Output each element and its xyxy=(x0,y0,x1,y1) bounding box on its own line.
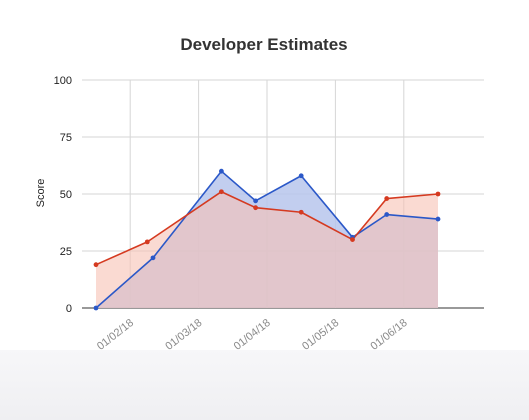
y-axis-label: Score xyxy=(35,179,47,208)
data-point xyxy=(219,189,224,195)
data-point xyxy=(93,262,99,268)
chart-title: Developer Estimates xyxy=(180,35,347,54)
y-tick-label: 50 xyxy=(60,189,72,201)
data-point xyxy=(384,196,390,201)
data-point xyxy=(253,205,258,211)
data-point xyxy=(253,198,258,204)
y-tick-label: 100 xyxy=(54,75,72,87)
x-tick-label: 01/04/18 xyxy=(232,317,273,353)
page-background xyxy=(0,350,529,420)
series-line xyxy=(95,170,439,309)
data-point xyxy=(350,237,355,243)
data-point xyxy=(298,173,304,179)
x-tick-label: 01/03/18 xyxy=(163,317,204,353)
data-point xyxy=(150,255,156,261)
x-tick-label: 01/02/18 xyxy=(95,317,136,353)
data-point xyxy=(435,191,441,197)
data-point xyxy=(298,209,304,215)
data-point xyxy=(435,216,441,222)
x-tick-labels: 01/02/18 01/03/18 01/04/18 01/05/18 01/06/18 xyxy=(95,317,410,353)
y-tick-label: 0 xyxy=(66,303,72,315)
y-tick-label: 75 xyxy=(60,132,72,144)
data-point xyxy=(93,305,99,311)
x-tick-label: 01/06/18 xyxy=(369,317,410,353)
data-point xyxy=(219,168,224,174)
data-point xyxy=(384,212,390,217)
series-points xyxy=(93,168,441,311)
series-line xyxy=(95,190,439,266)
y-tick-labels: 0 25 50 75 100 xyxy=(54,75,72,315)
series-lines xyxy=(95,170,439,309)
data-point xyxy=(144,239,150,245)
x-tick-label: 01/05/18 xyxy=(300,317,341,353)
y-tick-label: 25 xyxy=(60,246,72,258)
